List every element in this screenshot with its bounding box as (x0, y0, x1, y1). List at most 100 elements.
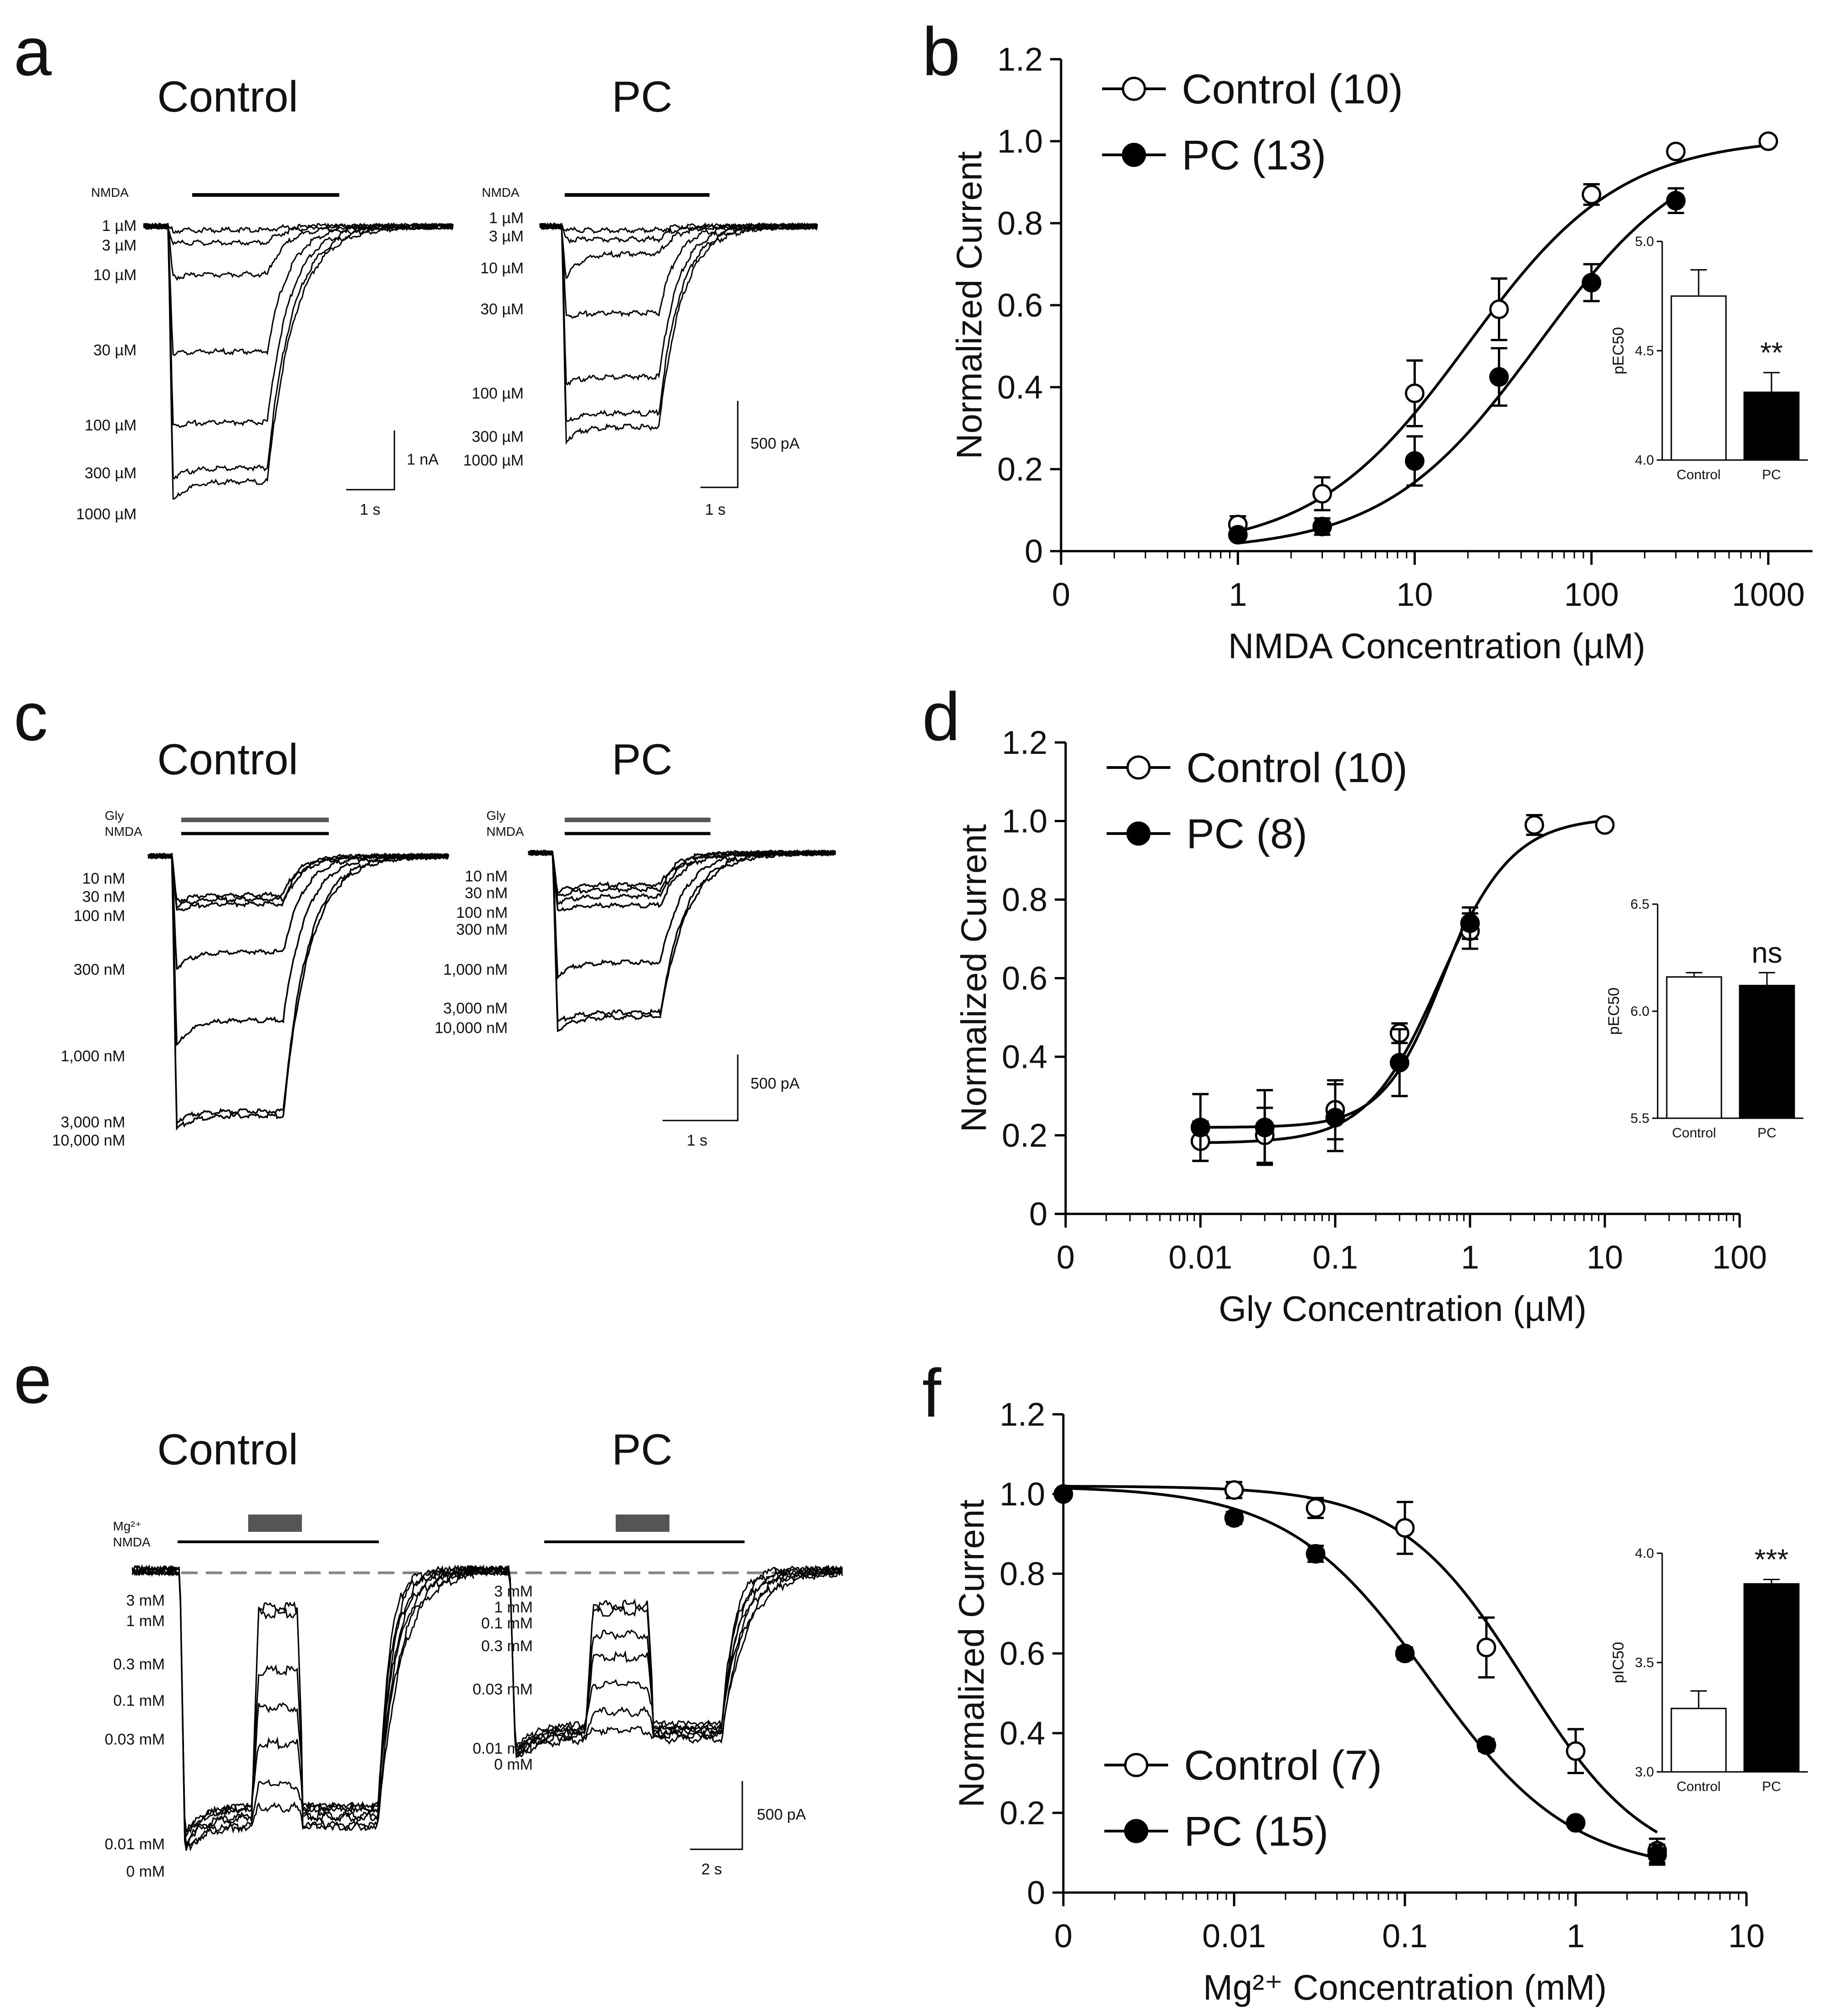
y-tick-label: 0.8 (997, 205, 1043, 242)
x-tick-label: 100 (1564, 577, 1619, 613)
y-tick-label: 1.0 (1000, 1476, 1045, 1513)
panel-a-pc-traces (539, 222, 818, 445)
scale-current-label: 500 pA (750, 1075, 800, 1092)
legend-marker (1126, 821, 1151, 846)
data-point (1666, 191, 1686, 210)
x-tick-label: 1000 (1732, 577, 1805, 613)
current-trace (143, 222, 454, 235)
current-trace (147, 853, 449, 1131)
current-trace (148, 852, 449, 904)
conc-label: 0.01 mM (105, 1836, 165, 1853)
y-tick-label: 0.2 (1002, 1118, 1047, 1154)
data-point (1476, 1637, 1496, 1658)
inset-category-label: Control (1677, 467, 1721, 482)
conc-label: 30 µM (480, 301, 524, 318)
y-tick-label: 1.2 (997, 41, 1043, 78)
data-point (1312, 517, 1332, 537)
legend-marker (1124, 1819, 1149, 1843)
conc-label: 1 µM (489, 210, 524, 227)
current-trace (143, 223, 454, 480)
conc-label: 0.3 mM (113, 1656, 165, 1673)
panel-e-pc-mg-bar (616, 1515, 669, 1532)
fit-curve (1063, 1485, 1658, 1834)
legend-label: Control (10) (1186, 745, 1408, 791)
panel-a-pc-nmda-label: NMDA (482, 185, 520, 200)
legend-marker (1124, 1753, 1149, 1777)
y-tick-label: 0.6 (1002, 961, 1047, 997)
panel-c: c Control PC Gly NMDA Gly NMDA 10 nM 30 … (14, 678, 837, 1149)
panel-a: a Control PC NMDA NMDA 1 µM 3 µM 10 µM 3… (14, 13, 818, 523)
y-tick-label: 1.2 (1000, 1397, 1045, 1433)
panel-c-control-nmda-label: NMDA (105, 824, 143, 839)
legend-label: PC (15) (1184, 1808, 1328, 1855)
conc-label: 1 µM (102, 217, 137, 235)
panel-e-control-title: Control (157, 1425, 298, 1474)
dose-response-chart-f: 0 0.2 0.4 0.6 0.8 1.0 1.2 0 0.01 0.1 1 10 Mg²⁺ Conce… (951, 1397, 1808, 2007)
y-axis-label: Normalized Current (954, 824, 994, 1132)
y-tick-label: 0.8 (1000, 1556, 1045, 1592)
y-tick-label: 1.0 (997, 123, 1043, 160)
panel-e-control-conc-labels: 3 mM 1 mM 0.3 mM 0.1 mM 0.03 mM 0.01 mM … (105, 1592, 165, 1880)
panel-a-pc-conc-labels: 1 µM 3 µM 10 µM 30 µM 100 µM 300 µM 1000… (463, 210, 524, 469)
current-trace (147, 852, 449, 908)
conc-label: 3 µM (102, 237, 137, 254)
panel-c-pc-gly-label: Gly (486, 808, 505, 823)
current-trace (539, 222, 818, 244)
data-point (1306, 1544, 1326, 1564)
scale-current-label: 500 pA (757, 1806, 806, 1823)
data-point (1566, 1813, 1586, 1833)
conc-label: 10,000 nM (52, 1132, 125, 1149)
panel-a-control-scale-bar: 1 nA 1 s (346, 430, 439, 518)
significance-marker: ** (1760, 336, 1783, 369)
panel-c-pc-conc-labels: 10 nM 30 nM 100 nM 300 nM 1,000 nM 3,000… (434, 868, 508, 1037)
panel-e-control-mg-bar (248, 1515, 302, 1532)
conc-label: 1000 µM (76, 506, 137, 523)
conc-label: 0.03 mM (105, 1731, 165, 1748)
panel-a-pc-scale-bar: 500 pA 1 s (700, 401, 800, 518)
panel-e-pc-conc-labels: 3 mM 1 mM 0.1 mM 0.3 mM 0.03 mM 0.01 mM … (473, 1583, 533, 1773)
fit-curve (1063, 1487, 1658, 1859)
x-axis-label: NMDA Concentration (µM) (1228, 626, 1645, 666)
panel-c-pc-traces (527, 849, 837, 1032)
data-point (1395, 1643, 1415, 1663)
data-point (1566, 1741, 1586, 1761)
conc-label: 0.1 mM (481, 1615, 533, 1632)
inset-y-tick-label: 5.0 (1635, 234, 1654, 249)
inset-bar (1670, 295, 1727, 461)
conc-label: 300 µM (85, 465, 137, 482)
x-tick-label: 0 (1057, 1239, 1075, 1276)
panel-letter-a: a (14, 13, 52, 90)
x-tick-label: 10 (1728, 1918, 1765, 1955)
x-tick-label: 0 (1054, 1918, 1072, 1955)
y-axis-label: Normalized Current (951, 1499, 991, 1808)
conc-label: 3,000 nM (61, 1114, 125, 1131)
x-axis-label: Mg²⁺ Concentration (mM) (1203, 1967, 1607, 2007)
y-tick-label: 0.4 (997, 369, 1043, 406)
fit-curve (1200, 819, 1605, 1144)
legend-label: Control (10) (1182, 66, 1403, 113)
legend-marker (1122, 77, 1146, 101)
y-tick-label: 0.6 (1000, 1636, 1045, 1672)
x-tick-label: 1 (1567, 1918, 1585, 1955)
conc-label: 10 nM (465, 868, 508, 885)
conc-label: 300 nM (74, 961, 125, 978)
x-tick-label: 1 (1229, 577, 1247, 613)
conc-label: 3 mM (126, 1592, 165, 1609)
inset-y-tick-label: 6.0 (1630, 1004, 1649, 1019)
panel-a-control-conc-labels: 1 µM 3 µM 10 µM 30 µM 100 µM 300 µM 1000… (76, 217, 137, 523)
data-point (1389, 1053, 1409, 1073)
panel-c-control-title: Control (157, 735, 298, 784)
conc-label: 0 mM (494, 1756, 533, 1773)
current-trace (143, 222, 454, 356)
conc-label: 10,000 nM (434, 1019, 508, 1037)
inset-bar-chart: 3.0 3.5 4.0 pIC50 Control PC *** (1610, 1543, 1808, 1794)
current-trace (132, 1565, 475, 1851)
current-trace (143, 222, 454, 281)
legend-label: PC (13) (1182, 132, 1326, 179)
scale-time-label: 1 s (687, 1132, 707, 1149)
panel-c-control-gly-label: Gly (105, 808, 124, 823)
inset-y-tick-label: 4.0 (1635, 453, 1654, 468)
inset-y-tick-label: 5.5 (1630, 1111, 1649, 1126)
inset-bar-chart: 4.0 4.5 5.0 pEC50 Control PC ** (1610, 234, 1808, 482)
